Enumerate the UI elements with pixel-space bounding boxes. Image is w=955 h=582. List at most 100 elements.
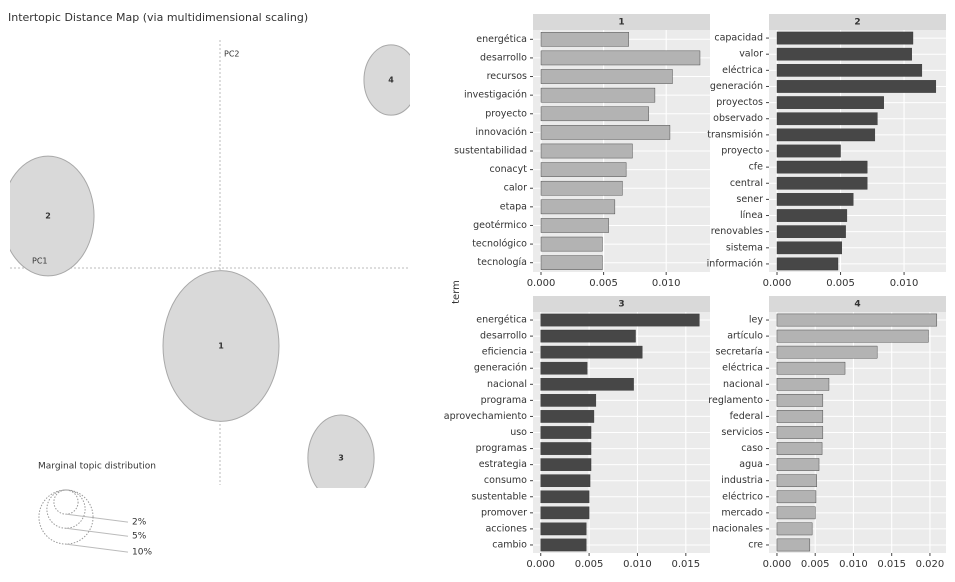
pc2-label: PC2 bbox=[224, 50, 240, 59]
panel-title: 2 bbox=[854, 18, 860, 28]
bar bbox=[540, 199, 616, 215]
y-tick-label: cfe bbox=[749, 162, 764, 173]
bar bbox=[776, 128, 876, 142]
bar bbox=[776, 522, 813, 536]
bar bbox=[776, 96, 884, 109]
y-tick-label: uso bbox=[510, 427, 527, 438]
y-tick-label: aprovechamiento bbox=[444, 411, 527, 422]
bar bbox=[540, 180, 623, 196]
legend-label: 5% bbox=[132, 532, 147, 542]
y-tick-label: sustentable bbox=[471, 491, 527, 502]
y-tick-label: sistema bbox=[726, 242, 763, 253]
bar bbox=[776, 361, 846, 375]
bar bbox=[540, 329, 636, 343]
bar bbox=[776, 144, 841, 158]
legend-label: 2% bbox=[132, 518, 147, 528]
y-tick-label: información bbox=[707, 258, 763, 269]
bar bbox=[540, 522, 587, 536]
y-tick-label: cambio bbox=[492, 539, 527, 550]
bar bbox=[540, 125, 671, 140]
y-tick-label: innovación bbox=[475, 127, 527, 138]
bar bbox=[540, 87, 656, 103]
bar bbox=[776, 329, 929, 343]
bar bbox=[540, 474, 591, 488]
bar bbox=[776, 394, 824, 407]
topic-label: 3 bbox=[338, 454, 344, 463]
y-tick-label: servicios bbox=[721, 427, 763, 438]
bar bbox=[776, 112, 878, 126]
bar bbox=[540, 50, 701, 66]
x-tick-label: 0.000 bbox=[763, 559, 792, 570]
bar bbox=[776, 313, 938, 327]
x-tick-label: 0.010 bbox=[652, 278, 681, 289]
y-tick-label: renovables bbox=[711, 226, 763, 237]
bar bbox=[540, 106, 649, 122]
y-tick-label: calor bbox=[504, 183, 527, 194]
panel-strip bbox=[533, 296, 710, 312]
bar bbox=[776, 458, 820, 471]
legend-title: Marginal topic distribution bbox=[38, 462, 156, 472]
topic-label: 4 bbox=[388, 76, 394, 85]
y-tick-label: ley bbox=[749, 315, 763, 326]
y-tick-label: investigación bbox=[464, 90, 527, 101]
y-tick-label: desarrollo bbox=[480, 52, 527, 63]
bar bbox=[776, 442, 823, 455]
y-tick-label: eléctrica bbox=[722, 65, 763, 76]
panel-strip bbox=[769, 296, 946, 312]
bar bbox=[540, 162, 627, 177]
y-tick-label: energética bbox=[476, 315, 527, 326]
bar bbox=[776, 345, 878, 359]
bar bbox=[540, 361, 588, 375]
bar bbox=[540, 426, 592, 439]
panel-strip bbox=[533, 14, 710, 30]
y-tick-label: central bbox=[730, 178, 763, 189]
bar bbox=[540, 458, 592, 471]
y-tick-label: nacional bbox=[487, 379, 527, 390]
y-tick-label: programa bbox=[481, 395, 527, 406]
bar bbox=[776, 193, 854, 206]
bar bbox=[540, 538, 587, 552]
legend-leader bbox=[65, 513, 129, 523]
y-tick-label: programas bbox=[476, 443, 527, 454]
x-tick-label: 0.015 bbox=[877, 559, 906, 570]
y-tick-label: valor bbox=[739, 49, 763, 60]
legend-circle bbox=[46, 489, 86, 529]
panel-strip bbox=[769, 14, 946, 30]
bar bbox=[540, 143, 633, 159]
map-title: Intertopic Distance Map (via multidimens… bbox=[8, 11, 308, 24]
y-tick-label: eléctrico bbox=[722, 491, 763, 502]
topic-label: 1 bbox=[218, 342, 224, 351]
x-tick-label: 0.000 bbox=[763, 278, 792, 289]
bar bbox=[776, 160, 868, 174]
bar bbox=[776, 47, 912, 61]
y-axis-label: term bbox=[451, 280, 462, 304]
y-tick-label: federal bbox=[730, 411, 763, 422]
bar bbox=[776, 474, 817, 488]
topic-bubble bbox=[307, 414, 375, 488]
bar bbox=[540, 345, 643, 359]
x-tick-label: 0.010 bbox=[839, 559, 868, 570]
x-tick-label: 0.010 bbox=[623, 559, 652, 570]
y-tick-label: eficiencia bbox=[482, 347, 527, 358]
bar bbox=[776, 506, 816, 520]
x-tick-label: 0.005 bbox=[575, 559, 604, 570]
bar bbox=[776, 377, 830, 391]
y-tick-label: nacional bbox=[723, 379, 763, 390]
bar bbox=[776, 64, 923, 77]
topic-bubble bbox=[10, 155, 95, 277]
y-tick-label: conacyt bbox=[490, 164, 528, 175]
y-tick-label: secretaría bbox=[716, 347, 763, 358]
y-tick-label: línea bbox=[740, 210, 763, 221]
panel-title: 4 bbox=[854, 300, 860, 310]
y-tick-label: artículo bbox=[727, 331, 763, 342]
bar bbox=[776, 538, 811, 552]
x-tick-label: 0.015 bbox=[671, 559, 700, 570]
y-tick-label: industria bbox=[721, 475, 763, 486]
y-tick-label: sener bbox=[736, 194, 763, 205]
x-tick-label: 0.010 bbox=[890, 278, 919, 289]
bar bbox=[776, 31, 914, 45]
y-tick-label: mercado bbox=[721, 507, 763, 518]
y-tick-label: promover bbox=[481, 507, 527, 518]
y-tick-label: proyectos bbox=[716, 97, 763, 108]
